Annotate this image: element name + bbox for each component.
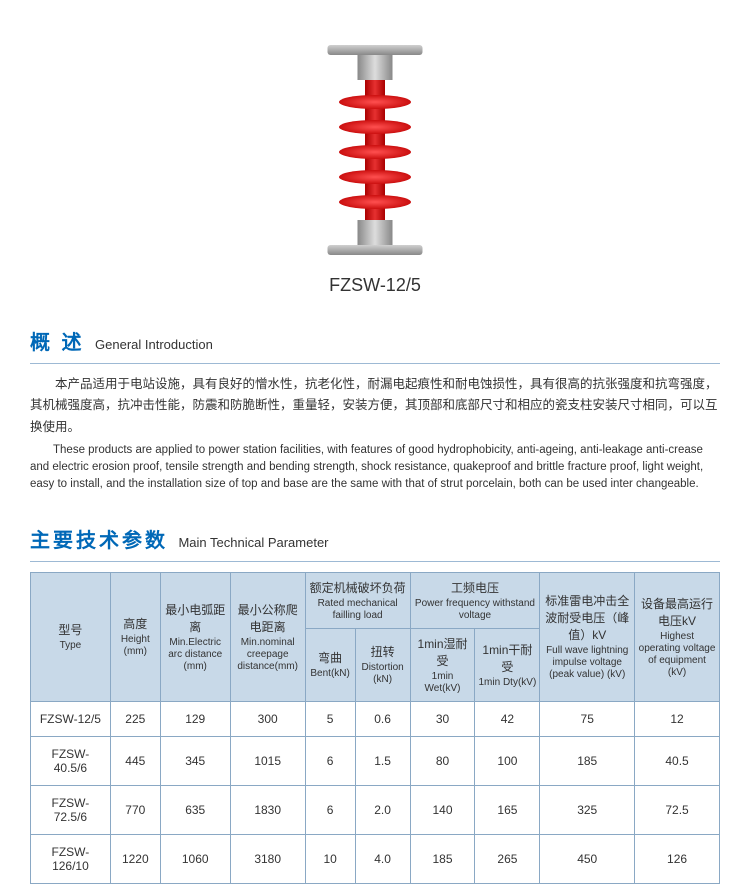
cell-creep: 3180 — [230, 834, 305, 883]
section-title-intro: 概 述 General Introduction — [30, 326, 720, 355]
cell-bent: 6 — [305, 785, 355, 834]
cell-wet: 80 — [410, 736, 475, 785]
col-highest-en: Highest operating voltage of equipment (… — [638, 631, 716, 679]
cell-wet: 140 — [410, 785, 475, 834]
intro-title-en: General Introduction — [95, 337, 213, 352]
divider — [30, 363, 720, 364]
col-rated-en: Rated mechanical failling load — [309, 598, 407, 622]
description-en: These products are applied to power stat… — [30, 442, 720, 494]
table-row: FZSW-72.5/6770635183062.014016532572.5 — [31, 785, 720, 834]
col-type-cn: 型号 — [34, 621, 107, 638]
col-bent-cn: 弯曲 — [309, 649, 352, 666]
cell-creep: 1015 — [230, 736, 305, 785]
cell-dry: 42 — [475, 701, 540, 736]
intro-title-cn: 概 述 — [30, 332, 85, 354]
cell-height: 445 — [110, 736, 160, 785]
col-highest-cn: 设备最高运行电压kV — [638, 595, 716, 629]
cell-highest: 72.5 — [635, 785, 720, 834]
cell-arc: 1060 — [160, 834, 230, 883]
col-impulse-en: Full wave lightning impulse voltage (pea… — [543, 645, 631, 681]
cell-wet: 185 — [410, 834, 475, 883]
table-row: FZSW-40.5/6445345101561.58010018540.5 — [31, 736, 720, 785]
cell-dry: 265 — [475, 834, 540, 883]
cell-bent: 10 — [305, 834, 355, 883]
cell-bent: 6 — [305, 736, 355, 785]
col-arc-cn: 最小电弧距离 — [164, 601, 227, 635]
cell-arc: 635 — [160, 785, 230, 834]
col-dry-en: 1min Dty(kV) — [478, 677, 536, 689]
cell-creep: 300 — [230, 701, 305, 736]
cell-type: FZSW-40.5/6 — [31, 736, 111, 785]
col-impulse-cn: 标准雷电冲击全波耐受电压（峰值）kV — [543, 592, 631, 643]
product-image: FZSW-12/5 — [30, 45, 720, 296]
cell-distortion: 2.0 — [355, 785, 410, 834]
section-title-params: 主要技术参数 Main Technical Parameter — [30, 524, 720, 553]
table-header: 型号 Type 高度 Height (mm) 最小电弧距离Min.Electric … — [31, 572, 720, 701]
table-row: FZSW-12/522512930050.630427512 — [31, 701, 720, 736]
cell-type: FZSW-72.5/6 — [31, 785, 111, 834]
cell-creep: 1830 — [230, 785, 305, 834]
cell-height: 225 — [110, 701, 160, 736]
cell-distortion: 4.0 — [355, 834, 410, 883]
col-arc-en: Min.Electric arc distance (mm) — [164, 637, 227, 673]
col-creep-en: Min.nominal creepage distance(mm) — [234, 637, 302, 673]
table-row: FZSW-126/10122010603180104.0185265450126 — [31, 834, 720, 883]
cell-highest: 126 — [635, 834, 720, 883]
col-wet-en: 1min Wet(kV) — [414, 671, 472, 695]
cell-height: 770 — [110, 785, 160, 834]
table-body: FZSW-12/522512930050.630427512FZSW-40.5/… — [31, 701, 720, 883]
cell-arc: 129 — [160, 701, 230, 736]
col-rated-cn: 额定机械破坏负荷 — [309, 579, 407, 596]
product-label: FZSW-12/5 — [30, 275, 720, 296]
insulator-drawing — [320, 45, 430, 255]
cell-type: FZSW-126/10 — [31, 834, 111, 883]
col-dist-en: Distortion (kN) — [359, 662, 407, 686]
cell-distortion: 1.5 — [355, 736, 410, 785]
col-type-en: Type — [34, 640, 107, 652]
col-dist-cn: 扭转 — [359, 643, 407, 660]
cell-height: 1220 — [110, 834, 160, 883]
cell-arc: 345 — [160, 736, 230, 785]
cell-wet: 30 — [410, 701, 475, 736]
params-table: 型号 Type 高度 Height (mm) 最小电弧距离Min.Electric … — [30, 572, 720, 884]
description-cn: 本产品适用于电站设施，具有良好的憎水性，抗老化性，耐漏电起痕性和耐电蚀损性，具有… — [30, 374, 720, 438]
col-dry-cn: 1min干耐受 — [478, 641, 536, 675]
col-pf-cn: 工频电压 — [414, 579, 537, 596]
cell-impulse: 75 — [540, 701, 635, 736]
col-creep-cn: 最小公称爬电距离 — [234, 601, 302, 635]
divider — [30, 561, 720, 562]
description-block: 本产品适用于电站设施，具有良好的憎水性，抗老化性，耐漏电起痕性和耐电蚀损性，具有… — [30, 374, 720, 494]
cell-bent: 5 — [305, 701, 355, 736]
cell-impulse: 450 — [540, 834, 635, 883]
params-title-en: Main Technical Parameter — [178, 535, 328, 550]
col-bent-en: Bent(kN) — [309, 668, 352, 680]
cell-highest: 12 — [635, 701, 720, 736]
params-title-cn: 主要技术参数 — [30, 530, 168, 552]
cell-type: FZSW-12/5 — [31, 701, 111, 736]
col-pf-en: Power frequency withstand voltage — [414, 598, 537, 622]
cell-impulse: 185 — [540, 736, 635, 785]
col-wet-cn: 1min湿耐受 — [414, 635, 472, 669]
cell-highest: 40.5 — [635, 736, 720, 785]
cell-dry: 165 — [475, 785, 540, 834]
col-height-en: Height (mm) — [114, 634, 157, 658]
col-height-cn: 高度 — [114, 615, 157, 632]
cell-distortion: 0.6 — [355, 701, 410, 736]
cell-dry: 100 — [475, 736, 540, 785]
cell-impulse: 325 — [540, 785, 635, 834]
